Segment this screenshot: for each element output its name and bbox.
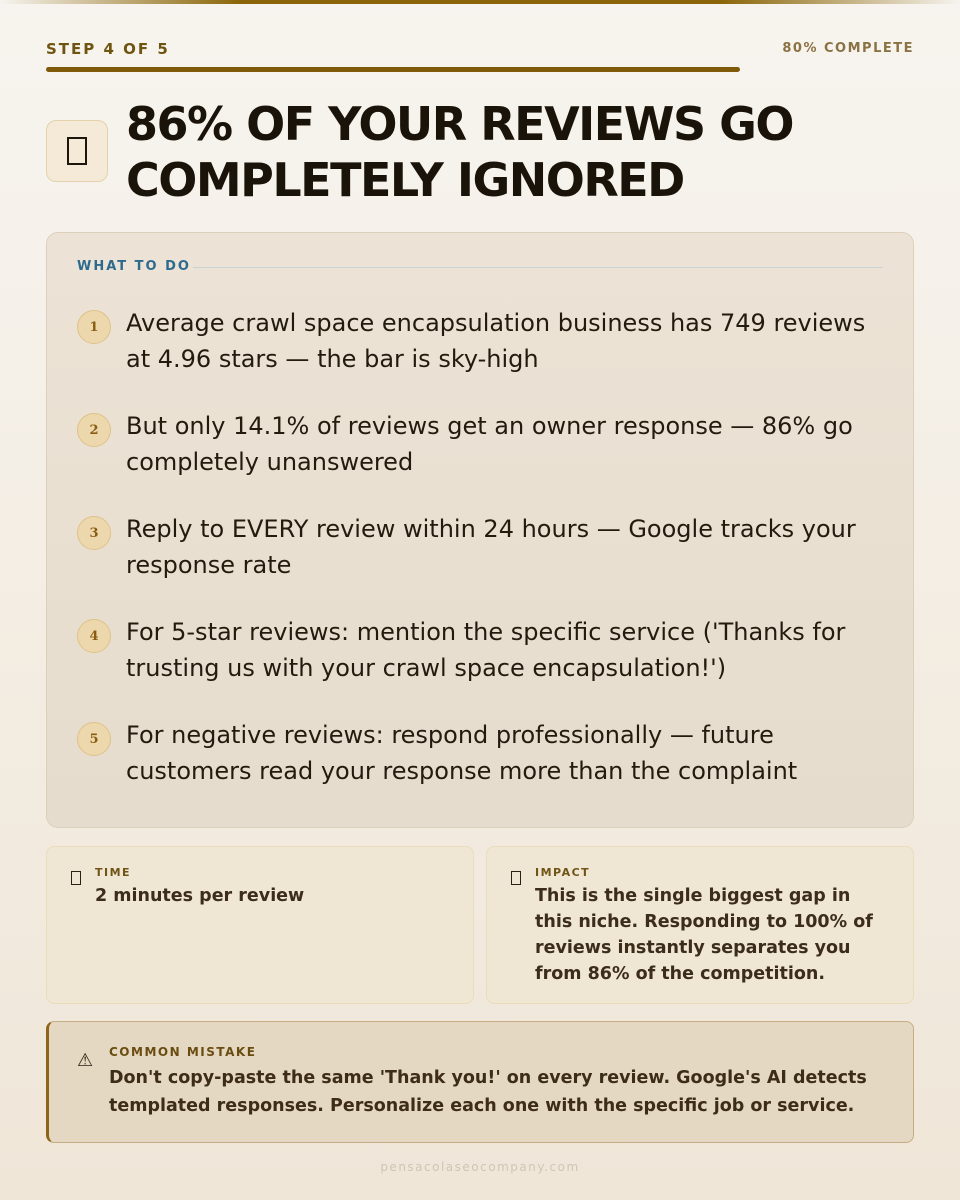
time-value: 2 minutes per review xyxy=(95,886,305,906)
step-number-badge: 3 xyxy=(77,516,111,550)
progress-bar xyxy=(46,67,914,72)
warning-icon: ⚠ xyxy=(77,1050,94,1071)
step-indicator: STEP 4 OF 5 xyxy=(46,40,170,58)
step-number-badge: 5 xyxy=(77,722,111,756)
what-to-do-card: WHAT TO DO 1 Average crawl space encapsu… xyxy=(46,232,914,828)
step-number-badge: 2 xyxy=(77,413,111,447)
time-card: TIME 2 minutes per review xyxy=(46,846,474,1004)
page-title-line-1: 86% OF YOUR REVIEWS GO xyxy=(126,97,794,151)
what-to-do-heading: WHAT TO DO xyxy=(77,259,191,274)
step-text: For negative reviews: respond profession… xyxy=(126,721,798,785)
progress-bar-fill xyxy=(46,67,741,72)
step-text: Reply to EVERY review within 24 hours — … xyxy=(126,515,856,579)
common-mistake-label: COMMON MISTAKE xyxy=(109,1045,257,1059)
footer-site-url: pensacolaseocompany.com xyxy=(380,1160,580,1174)
page-title: 86% OF YOUR REVIEWS GO COMPLETELY IGNORE… xyxy=(126,96,906,208)
impact-label: IMPACT xyxy=(535,866,591,879)
impact-value: This is the single biggest gap in this n… xyxy=(535,886,873,984)
common-mistake-callout: ⚠ COMMON MISTAKE Don't copy-paste the sa… xyxy=(46,1021,914,1143)
step-number-badge: 1 xyxy=(77,310,111,344)
chart-icon xyxy=(511,871,521,885)
top-accent-rule xyxy=(0,0,960,4)
common-mistake-text: Don't copy-paste the same 'Thank you!' o… xyxy=(109,1068,867,1116)
page-title-line-2: COMPLETELY IGNORED xyxy=(126,153,685,207)
step-number-badge: 4 xyxy=(77,619,111,653)
step-text: For 5-star reviews: mention the specific… xyxy=(126,618,846,682)
document-icon xyxy=(46,120,108,182)
progress-percent-label: 80% COMPLETE xyxy=(782,41,914,56)
clock-icon xyxy=(71,871,81,885)
step-text: Average crawl space encapsulation busine… xyxy=(126,309,866,373)
impact-card: IMPACT This is the single biggest gap in… xyxy=(486,846,914,1004)
document-icon-glyph xyxy=(67,137,87,165)
heading-divider xyxy=(193,267,883,268)
step-text: But only 14.1% of reviews get an owner r… xyxy=(126,412,853,476)
time-label: TIME xyxy=(95,866,132,879)
